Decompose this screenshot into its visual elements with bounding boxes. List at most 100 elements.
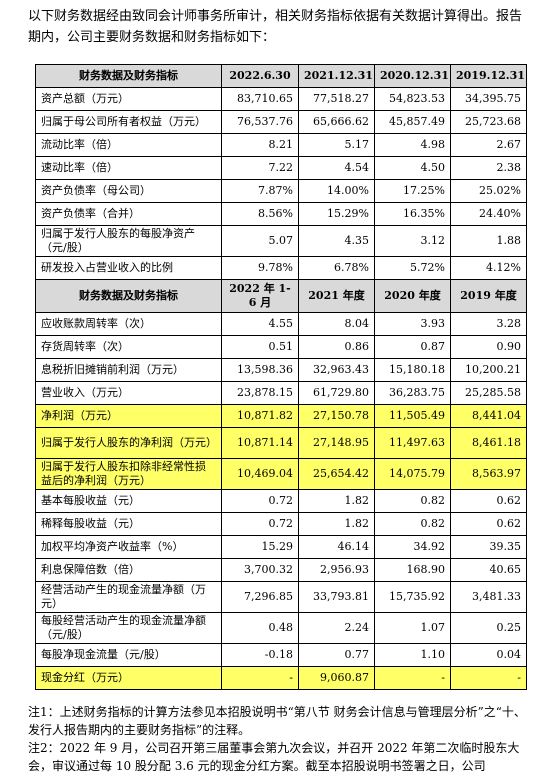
table-row: 每股经营活动产生的现金流量净额（元/股） 0.48 2.24 1.07 0.25 [35,612,527,644]
row-label: 流动比率（倍） [35,133,222,157]
cell: 8,563.97 [450,458,527,490]
cell: 4.54 [298,156,375,180]
cell: 0.25 [450,612,527,644]
cell: 3,481.33 [450,581,527,613]
table-row: 流动比率（倍） 8.21 5.17 4.98 2.67 [35,133,527,157]
cell: 0.62 [450,489,527,513]
cell: 25,723.68 [450,110,527,134]
table-row: 资产负债率（母公司） 7.87% 14.00% 17.25% 25.02% [35,179,527,203]
cell: 3.28 [450,312,527,336]
row-label: 存货周转率（次） [35,335,222,359]
cell: 77,518.27 [298,87,375,111]
cell: 11,497.63 [374,427,451,459]
row-label: 加权平均净资产收益率（%） [35,535,222,559]
cell: 4.35 [298,225,375,257]
row-label: 归属于发行人股东的每股净资产（元/股） [35,225,222,257]
table-row: 归属于发行人股东的每股净资产（元/股） 5.07 4.35 3.12 1.88 [35,225,527,257]
row-label: 利息保障倍数（倍） [35,558,222,582]
table-row: 营业收入（万元） 23,878.15 61,729.80 36,283.75 25,28… [35,381,527,405]
cell: 61,729.80 [298,381,375,405]
table-row: 息税折旧摊销前利润（万元） 13,598.36 32,963.43 15,180.18… [35,358,527,382]
row-label: 基本每股收益（元） [35,489,222,513]
table-row: 资产总额（万元） 83,710.65 77,518.27 54,823.53 34,39… [35,87,527,111]
table-row-highlighted: 归属于发行人股东扣除非经常性损益后的净利润（万元） 10,469.04 25,654… [35,458,527,490]
row-label: 每股经营活动产生的现金流量净额（元/股） [35,612,222,644]
header-col: 2019.12.31 [450,64,527,88]
header-col: 2020.12.31 [374,64,451,88]
cell: 33,793.81 [298,581,375,613]
intro-paragraph: 以下财务数据经由致同会计师事务所审计，相关财务指标依据有关数据计算得出。报告期内… [28,9,523,45]
footnote-1: 注1：上述财务指标的计算方法参见本招股说明书“第八节 财务会计信息与管理层分析”… [28,705,526,737]
cell: 0.77 [298,643,375,667]
cell: 8,441.04 [450,404,527,428]
table-row: 速动比率（倍） 7.22 4.54 4.50 2.38 [35,156,527,180]
table-row: 归属于母公司所有者权益（万元） 76,537.76 65,666.62 45,857.… [35,110,527,134]
financial-table: 财务数据及财务指标 2022.6.30 2021.12.31 2020.12.3… [35,64,527,690]
cell: 76,537.76 [221,110,299,134]
cell: 36,283.75 [374,381,451,405]
cell: - [374,666,451,690]
cell: 15.29% [298,202,375,226]
cell: 0.82 [374,512,451,536]
table-row: 资产负债率（合并） 8.56% 15.29% 16.35% 24.40% [35,202,527,226]
cell: 10,200.21 [450,358,527,382]
cell: 1.82 [298,489,375,513]
cell: 45,857.49 [374,110,451,134]
cell: 10,871.14 [221,427,299,459]
cell: 34.92 [374,535,451,559]
cell: 46.14 [298,535,375,559]
cell: 7.22 [221,156,299,180]
row-label: 每股净现金流量（元/股） [35,643,222,667]
cell: 25.02% [450,179,527,203]
cell: 0.48 [221,612,299,644]
cell: 0.62 [450,512,527,536]
cell: 83,710.65 [221,87,299,111]
table-row: 利息保障倍数（倍） 3,700.32 2,956.93 168.90 40.65 [35,558,527,582]
cell: 24.40% [450,202,527,226]
header-col: 2019 年度 [450,279,527,313]
cell: 9,060.87 [298,666,375,690]
row-label: 应收账款周转率（次） [35,312,222,336]
row-label: 资产负债率（母公司） [35,179,222,203]
row-label: 息税折旧摊销前利润（万元） [35,358,222,382]
cell: 1.88 [450,225,527,257]
cell: 3,700.32 [221,558,299,582]
header-col: 2022.6.30 [221,64,299,88]
cell: 3.12 [374,225,451,257]
row-label: 归属于发行人股东扣除非经常性损益后的净利润（万元） [35,458,222,490]
cell: 3.93 [374,312,451,336]
row-label: 研发投入占营业收入的比例 [35,256,222,280]
cell: 14.00% [298,179,375,203]
cell: 0.87 [374,335,451,359]
footnote-2: 注2：2022 年 9 月，公司召开第三届董事会第九次会议，并召开 2022 年… [28,741,520,773]
cell: 54,823.53 [374,87,451,111]
cell: 15,180.18 [374,358,451,382]
cell: 34,395.75 [450,87,527,111]
cell: 25,285.58 [450,381,527,405]
cell: 0.90 [450,335,527,359]
table-row: 应收账款周转率（次） 4.55 8.04 3.93 3.28 [35,312,527,336]
row-label: 营业收入（万元） [35,381,222,405]
table-row: 研发投入占营业收入的比例 9.78% 6.78% 5.72% 4.12% [35,256,527,280]
cell: 32,963.43 [298,358,375,382]
cell: 168.90 [374,558,451,582]
cell: 13,598.36 [221,358,299,382]
cell: 16.35% [374,202,451,226]
cell: 14,075.79 [374,458,451,490]
table-row-highlighted: 归属于发行人股东的净利润（万元） 10,871.14 27,148.95 11,497… [35,427,527,459]
cell: 5.07 [221,225,299,257]
table-row-highlighted: 净利润（万元） 10,871.82 27,150.78 11,505.49 8,441.… [35,404,527,428]
header-col: 2022 年 1-6 月 [221,279,299,313]
table-row: 经营活动产生的现金流量净额（万元） 7,296.85 33,793.81 15,735… [35,581,527,613]
cell: 5.17 [298,133,375,157]
cell: -0.18 [221,643,299,667]
header-col: 2020 年度 [374,279,451,313]
cell: 4.98 [374,133,451,157]
header-col: 2021 年度 [298,279,375,313]
cell: 11,505.49 [374,404,451,428]
row-label: 资产负债率（合并） [35,202,222,226]
cell: 15,735.92 [374,581,451,613]
cell: 0.82 [374,489,451,513]
table-row: 基本每股收益（元） 0.72 1.82 0.82 0.62 [35,489,527,513]
table-row-highlighted: 现金分红（万元） -9,060.87- - [35,666,527,690]
